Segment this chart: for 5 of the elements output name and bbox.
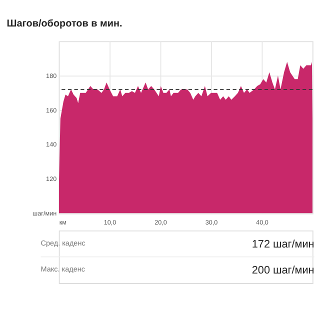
chart-title: Шагов/оборотов в мин. [6,18,123,30]
text: Сред. каденс [40,238,86,248]
text: 200 шаг/мин [252,264,314,277]
text: Макс. каденс [40,264,86,274]
text: 172 шаг/мин [252,238,314,250]
